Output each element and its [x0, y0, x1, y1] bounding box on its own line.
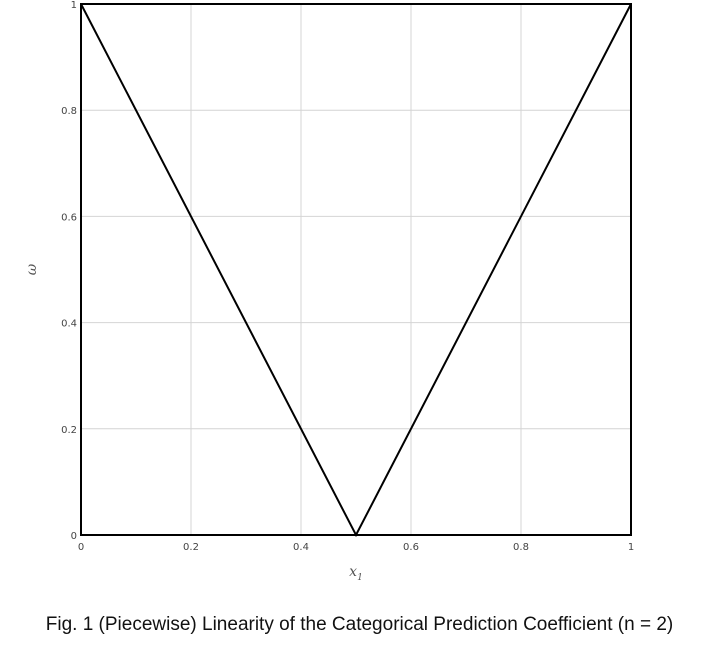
y-tick-label-3: 0.6 — [61, 212, 77, 223]
x-tick-label-2: 0.4 — [293, 542, 309, 553]
x-tick-label-3: 0.6 — [403, 542, 419, 553]
series-layer — [80, 3, 632, 538]
y-tick-label-1: 0.2 — [61, 425, 77, 436]
y-axis-label: ω — [24, 263, 40, 275]
x-axis-label-subscript: 1 — [357, 573, 363, 583]
x-tick-label-4: 0.8 — [513, 542, 529, 553]
chart: 0 0.2 0.4 0.6 0.8 1 00.20.40.60.81 x1 ω — [24, 0, 634, 583]
y-tick-label-4: 0.8 — [61, 106, 77, 117]
x-axis-label: x1 — [349, 564, 363, 583]
grid-horizontal-lines — [81, 3, 631, 536]
grid-vertical-lines — [80, 4, 632, 535]
y-tick-label-5: 1 — [71, 0, 77, 11]
x-tick-label-0: 0 — [78, 542, 84, 553]
y-tick-label-0: 0 — [71, 531, 77, 542]
x-tick-label-5: 1 — [628, 542, 634, 553]
y-tick-labels: 0 0.2 0.4 0.6 0.8 1 — [61, 0, 77, 542]
x-axis-label-main: x — [349, 564, 357, 580]
series-line-0 — [80, 3, 632, 538]
x-tick-labels: 0 0.2 0.4 0.6 0.8 1 — [78, 542, 634, 553]
figure-caption: Fig. 1 (Piecewise) Linearity of the Cate… — [45, 614, 674, 635]
x-tick-label-1: 0.2 — [183, 542, 199, 553]
plot-frame — [80, 3, 632, 536]
y-tick-label-2: 0.4 — [61, 319, 77, 330]
